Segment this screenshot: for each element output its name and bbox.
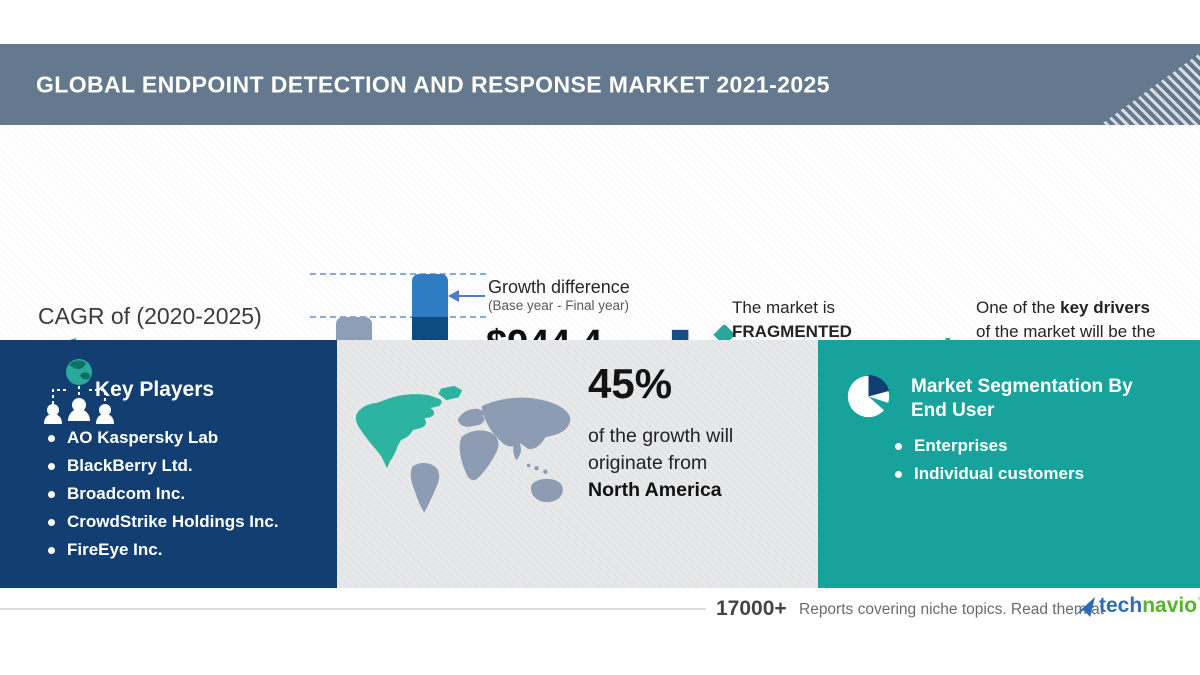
technavio-trademark: ™	[1197, 596, 1200, 605]
segmentation-title: Market Segmentation By End User	[911, 375, 1133, 423]
footer-report-count: 17000+	[716, 597, 787, 620]
list-item: FireEye Inc.	[48, 536, 279, 564]
list-item: Enterprises	[895, 432, 1084, 460]
technavio-logo[interactable]: technavio™	[1073, 594, 1200, 618]
bar-2025-growth-segment	[412, 274, 448, 317]
bullet-dot	[48, 434, 55, 442]
key-player-name: Broadcom Inc.	[67, 484, 186, 503]
driver-line2: of the market will be the	[976, 321, 1156, 341]
driver-line1-normal: One of the	[976, 298, 1061, 317]
segmentation-list: Enterprises Individual customers	[895, 432, 1084, 488]
list-item: Broadcom Inc.	[48, 480, 279, 508]
segmentation-title-line1: Market Segmentation By	[911, 376, 1133, 397]
key-player-name: CrowdStrike Holdings Inc.	[67, 512, 279, 531]
technavio-arrow-icon	[1073, 596, 1096, 617]
list-item: CrowdStrike Holdings Inc.	[48, 508, 279, 536]
bullet-dot	[895, 442, 902, 450]
list-item: Individual customers	[895, 460, 1084, 488]
list-item: BlackBerry Ltd.	[48, 452, 279, 480]
region-name: North America	[588, 479, 722, 501]
footer-divider-line	[0, 608, 706, 610]
reference-dashed-line-bottom	[310, 316, 486, 318]
page-title: GLOBAL ENDPOINT DETECTION AND RESPONSE M…	[36, 71, 830, 97]
technavio-logo-navio: navio	[1142, 594, 1198, 617]
key-players-list: AO Kaspersky Lab BlackBerry Ltd. Broadco…	[48, 424, 279, 564]
fragmented-line1: The market is	[732, 298, 835, 317]
region-percent: 45%	[588, 360, 673, 407]
header-bar: GLOBAL ENDPOINT DETECTION AND RESPONSE M…	[0, 44, 1200, 125]
key-player-name: BlackBerry Ltd.	[67, 456, 193, 475]
region-panel: 45% of the growth will originate from No…	[337, 340, 818, 588]
technavio-logo-tech: tech	[1099, 594, 1143, 617]
segment-name: Individual customers	[914, 464, 1085, 483]
pie-chart-icon	[847, 374, 890, 418]
segment-name: Enterprises	[914, 436, 1008, 455]
list-item: AO Kaspersky Lab	[48, 424, 279, 452]
region-text: of the growth will originate from North …	[588, 423, 733, 504]
bullet-dot	[895, 470, 902, 478]
globe-people-network-icon	[44, 359, 114, 424]
world-map	[355, 385, 571, 513]
segmentation-panel: Market Segmentation By End User Enterpri…	[818, 340, 1200, 588]
key-players-title: Key Players	[95, 378, 215, 401]
bullet-dot	[48, 462, 55, 470]
footer: 17000+ Reports covering niche topics. Re…	[0, 588, 1200, 675]
key-player-name: FireEye Inc.	[67, 540, 163, 559]
segmentation-title-line2: End User	[911, 400, 995, 421]
header-corner-stripes-decoration	[1100, 53, 1200, 125]
driver-line1-bold: key drivers	[1060, 298, 1150, 317]
stats-row: CAGR of (2020-2025) 10% 2020 Base Year 2…	[0, 125, 1200, 425]
footer-message: Reports covering niche topics. Read them…	[799, 601, 1104, 618]
region-line1: of the growth will	[588, 425, 734, 447]
growth-difference-arrow-line	[458, 295, 485, 297]
growth-difference-arrow-icon	[448, 290, 459, 302]
growth-difference-subtitle: (Base year - Final year)	[488, 298, 630, 313]
bullet-dot	[48, 490, 55, 498]
bullet-dot	[48, 518, 55, 526]
key-players-panel: Key Players AO Kaspersky Lab BlackBerry …	[0, 340, 337, 588]
growth-difference-title: Growth difference	[488, 277, 630, 297]
region-line2: originate from	[588, 452, 708, 474]
cagr-label: CAGR of (2020-2025)	[38, 303, 262, 329]
bullet-dot	[48, 546, 55, 554]
reference-dashed-line-top	[310, 273, 486, 275]
fragmented-highlight: FRAGMENTED	[732, 321, 852, 341]
key-player-name: AO Kaspersky Lab	[67, 428, 219, 447]
